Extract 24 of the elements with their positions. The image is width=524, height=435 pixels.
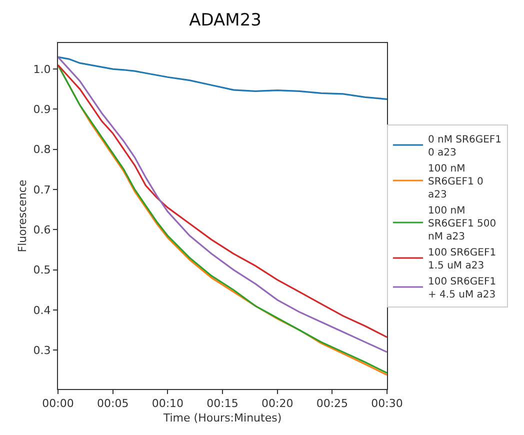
x-tick-label: 00:15 bbox=[206, 397, 238, 410]
x-axis-title: Time (Hours:Minutes) bbox=[162, 411, 282, 424]
chart-title: ADAM23 bbox=[189, 10, 262, 31]
legend-label: 100 SR6GEF1 1.5 uM a23 bbox=[428, 247, 496, 272]
line-series bbox=[58, 56, 387, 100]
y-tick-label: 0.7 bbox=[33, 183, 51, 196]
y-tick-label: 1.0 bbox=[33, 62, 51, 76]
y-axis-title: Fluorescence bbox=[16, 180, 29, 252]
y-tick-label: 0.6 bbox=[33, 224, 51, 236]
x-tick-label: 00:20 bbox=[261, 397, 294, 410]
y-tick-label: 0.3 bbox=[33, 344, 51, 357]
y-tick-label: 0.9 bbox=[33, 103, 51, 116]
x-tick-label: 00:30 bbox=[371, 397, 403, 410]
legend-label: 100 nM SR6GEF1 500 nM a23 bbox=[428, 205, 496, 242]
x-tick-label: 00:05 bbox=[96, 397, 129, 410]
y-tick-label: 0.8 bbox=[33, 143, 51, 156]
x-tick-label: 00:00 bbox=[42, 397, 74, 410]
x-tick-label: 00:10 bbox=[152, 397, 184, 410]
legend-label: 0 nM SR6GEF1 0 a23 bbox=[428, 134, 502, 158]
y-tick-label: 0.5 bbox=[33, 264, 51, 277]
x-tick-label: 00:25 bbox=[316, 397, 348, 410]
legend-label: 100 SR6GEF1 + 4.5 uM a23 bbox=[428, 276, 496, 300]
legend-label: 100 nM SR6GEF1 0 a23 bbox=[428, 163, 484, 200]
y-tick-label: 0.4 bbox=[33, 304, 51, 317]
